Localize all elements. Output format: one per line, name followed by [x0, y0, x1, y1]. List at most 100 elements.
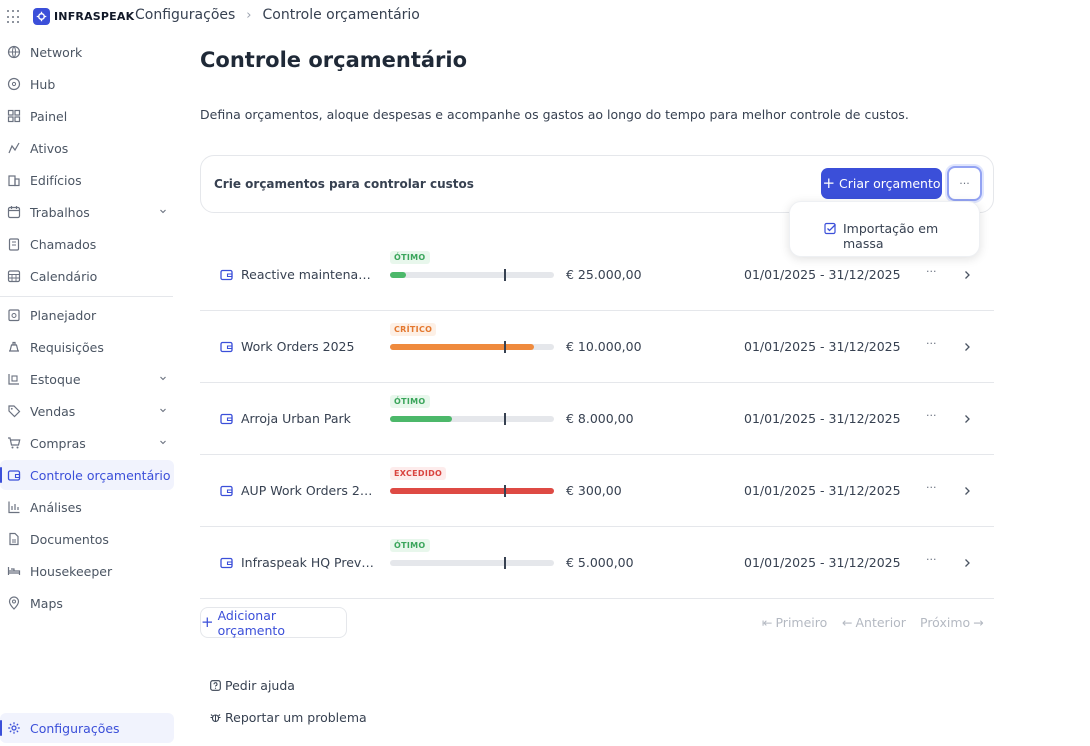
wallet-icon: [220, 485, 233, 497]
chevron-right-icon[interactable]: [962, 486, 972, 496]
sidebar-item-painel[interactable]: Painel: [0, 101, 174, 131]
sidebar-item-requisicoes[interactable]: Requisições: [0, 332, 174, 362]
row-more-button[interactable]: ···: [926, 337, 937, 350]
sidebar-item-housekeeper[interactable]: Housekeeper: [0, 556, 174, 586]
progress-fill: [390, 416, 453, 422]
wallet-icon: [220, 557, 233, 569]
chevron-right-icon[interactable]: [962, 342, 972, 352]
sidebar-item-label: Documentos: [30, 531, 109, 547]
progress-fill: [390, 488, 554, 494]
cart-icon: [8, 437, 21, 449]
sidebar-item-calendario[interactable]: Calendário: [0, 261, 174, 291]
logo-text: INFRASPEAK: [54, 10, 135, 23]
plus-icon: +: [822, 174, 836, 192]
chevron-down-icon[interactable]: [158, 405, 168, 415]
sidebar-item-chamados[interactable]: Chamados: [0, 229, 174, 259]
row-more-button[interactable]: ···: [926, 409, 937, 422]
chevron-right-icon[interactable]: [962, 270, 972, 280]
report-label: Reportar um problema: [225, 710, 367, 725]
pager-next-label: Próximo: [920, 615, 971, 630]
budget-period: 01/01/2025 - 31/12/2025: [744, 555, 901, 570]
budget-period: 01/01/2025 - 31/12/2025: [744, 339, 901, 354]
sidebar-item-configuracoes[interactable]: Configurações: [0, 713, 174, 743]
sidebar-item-maps[interactable]: Maps: [0, 588, 174, 618]
sidebar-item-edificios[interactable]: Edifícios: [0, 165, 174, 195]
sidebar-item-analises[interactable]: Análises: [0, 492, 174, 522]
table-row[interactable]: Infraspeak HQ Preventive ÓTIMO € 5.000,0…: [200, 527, 994, 599]
breadcrumb-chevron-icon: ›: [246, 7, 252, 23]
top-bar: INFRASPEAK Configurações › Controle orça…: [0, 0, 1090, 34]
pager-previous-button[interactable]: ← Anterior: [842, 615, 906, 630]
more-options-button[interactable]: ···: [947, 166, 982, 201]
row-more-button[interactable]: ···: [926, 481, 937, 494]
progress-marker: [504, 341, 506, 353]
sidebar-item-ativos[interactable]: Ativos: [0, 133, 174, 163]
sidebar-item-label: Configurações: [30, 720, 120, 736]
sidebar-item-label: Housekeeper: [30, 563, 113, 579]
card-title: Crie orçamentos para controlar custos: [214, 177, 474, 191]
budget-amount: € 10.000,00: [566, 339, 642, 354]
sidebar-item-planejador[interactable]: Planejador: [0, 300, 174, 330]
chevron-right-icon[interactable]: [962, 558, 972, 568]
logo-mark-icon: [33, 8, 50, 25]
ask-help-link[interactable]: Pedir ajuda: [210, 678, 295, 693]
request-icon: [9, 341, 19, 352]
create-budget-button[interactable]: + Criar orçamento: [821, 168, 942, 199]
sidebar-item-label: Estoque: [30, 371, 81, 387]
breadcrumb-settings[interactable]: Configurações: [135, 7, 236, 23]
wallet-icon: [7, 470, 21, 481]
help-label: Pedir ajuda: [225, 678, 295, 693]
progress-fill: [390, 344, 535, 350]
building-icon: [8, 175, 20, 187]
sidebar-item-label: Ativos: [30, 140, 69, 156]
chevron-right-icon[interactable]: [962, 414, 972, 424]
budget-amount: € 8.000,00: [566, 411, 634, 426]
table-row[interactable]: Work Orders 2025 CRÍTICO € 10.000,00 01/…: [200, 311, 994, 383]
status-badge: ÓTIMO: [390, 395, 430, 408]
pager-first-button[interactable]: ⇤ Primeiro: [762, 615, 827, 630]
pager-prev-label: Anterior: [855, 615, 906, 630]
budget-amount: € 25.000,00: [566, 267, 642, 282]
row-more-button[interactable]: ···: [926, 553, 937, 566]
add-budget-button[interactable]: + Adicionar orçamento: [200, 607, 347, 638]
sidebar-item-documentos[interactable]: Documentos: [0, 524, 174, 554]
more-dots-icon: ···: [959, 177, 970, 190]
calendar-icon: [7, 206, 21, 219]
sidebar-item-controle-orcamentario[interactable]: Controle orçamentário: [0, 460, 174, 490]
sidebar-item-vendas[interactable]: Vendas: [0, 396, 174, 426]
budget-period: 01/01/2025 - 31/12/2025: [744, 483, 901, 498]
sidebar-item-label: Network: [30, 44, 83, 60]
progress-fill: [390, 272, 407, 278]
pager-next-button[interactable]: Próximo →: [920, 615, 984, 630]
sidebar-item-label: Análises: [30, 499, 82, 515]
sidebar-item-label: Planejador: [30, 307, 97, 323]
logo[interactable]: INFRASPEAK: [33, 8, 134, 25]
add-budget-label: Adicionar orçamento: [217, 607, 285, 638]
sidebar-item-network[interactable]: Network: [0, 37, 174, 67]
sidebar-item-label: Edifícios: [30, 172, 82, 188]
status-badge: CRÍTICO: [390, 323, 437, 336]
table-row[interactable]: Reactive maintenance S... ÓTIMO € 25.000…: [200, 239, 994, 311]
sidebar-item-estoque[interactable]: Estoque: [0, 364, 174, 394]
chevron-down-icon[interactable]: [158, 373, 168, 383]
budget-progress-bar: [390, 341, 554, 353]
bulk-import-menu-item[interactable]: Importação em massa: [843, 221, 939, 251]
checkbox-import-icon: [824, 222, 836, 235]
sidebar-item-hub[interactable]: Hub: [0, 69, 174, 99]
table-row[interactable]: Arroja Urban Park ÓTIMO € 8.000,00 01/01…: [200, 383, 994, 455]
chevron-down-icon[interactable]: [158, 437, 168, 447]
budget-name: AUP Work Orders 2025: [241, 483, 378, 498]
table-row[interactable]: AUP Work Orders 2025 EXCEDIDO € 300,00 0…: [200, 455, 994, 527]
budget-name: Arroja Urban Park: [241, 411, 351, 426]
budget-period: 01/01/2025 - 31/12/2025: [744, 411, 901, 426]
apps-grid-icon[interactable]: [7, 10, 21, 24]
sidebar-item-label: Compras: [30, 435, 86, 451]
row-more-button[interactable]: ···: [926, 265, 937, 278]
sidebar-item-compras[interactable]: Compras: [0, 428, 174, 458]
budget-progress-bar: [390, 485, 554, 497]
sidebar-item-trabalhos[interactable]: Trabalhos: [0, 197, 174, 227]
bar-chart-icon: [8, 501, 20, 514]
chevron-down-icon[interactable]: [158, 206, 168, 216]
report-problem-link[interactable]: Reportar um problema: [210, 710, 367, 725]
status-badge: EXCEDIDO: [390, 467, 447, 480]
